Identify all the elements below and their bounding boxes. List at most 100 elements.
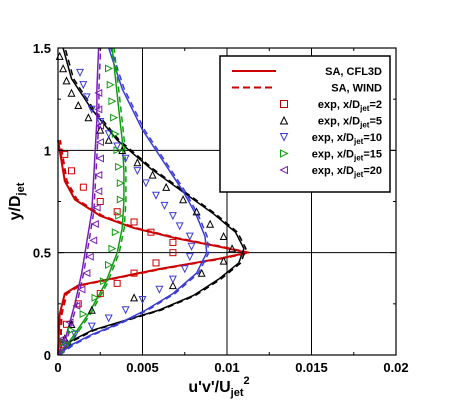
data-point-station-5 — [133, 158, 142, 167]
legend-label-sub: jet — [353, 154, 364, 163]
data-point-station-20 — [90, 219, 99, 229]
legend-label-main: SA, CFL3D — [325, 66, 382, 78]
data-point-station-20 — [77, 285, 86, 294]
x-axis-label-sup: 2 — [244, 375, 250, 387]
curve-cfl3d-station-20 — [57, 47, 100, 356]
data-point-station-20 — [94, 187, 103, 196]
data-point-station-10 — [121, 154, 130, 163]
data-point-station-2 — [68, 167, 76, 175]
data-point-station-20 — [95, 121, 104, 130]
data-point-station-15 — [105, 260, 114, 269]
legend-label-tail: =10 — [363, 132, 382, 144]
data-point-station-5 — [228, 244, 237, 253]
legend-label-tail: =15 — [363, 149, 382, 161]
data-point-station-20 — [65, 318, 74, 327]
data-point-station-10 — [180, 265, 189, 274]
data-point-station-5 — [179, 195, 188, 204]
data-point-station-2 — [74, 300, 82, 308]
legend-label-main: exp, x/D — [312, 132, 354, 144]
data-point-station-15 — [110, 113, 119, 122]
data-point-station-15 — [108, 97, 117, 106]
curve-cfl3d-station-10 — [57, 47, 208, 356]
x-axis-label-sub: jet — [230, 387, 244, 399]
data-point-station-5 — [67, 88, 76, 97]
data-point-station-10 — [121, 306, 130, 315]
data-point-station-2 — [113, 279, 121, 287]
data-point-station-2 — [152, 259, 160, 267]
data-point-station-20 — [94, 105, 103, 114]
data-point-station-2 — [79, 183, 87, 191]
curve-wind-station-2 — [59, 139, 250, 356]
data-point-station-5 — [96, 125, 105, 134]
y-tick-label: 1.5 — [33, 41, 51, 56]
data-point-station-20 — [95, 138, 104, 147]
data-point-station-20 — [82, 269, 91, 278]
curve-wind-station-20 — [59, 47, 102, 356]
x-axis-label: u'v'/Ujet2 — [188, 375, 249, 399]
legend-label: exp, x/Djet=15 — [312, 149, 382, 163]
data-point-station-15 — [91, 293, 100, 302]
y-axis-label-main: y/D — [7, 195, 24, 220]
data-point-station-15 — [113, 146, 122, 155]
data-point-station-10 — [104, 314, 113, 323]
data-point-station-5 — [62, 76, 71, 85]
x-axis-label-main: u'v'/U — [188, 379, 230, 396]
data-point-station-15 — [79, 310, 88, 319]
data-point-station-10 — [185, 253, 194, 262]
data-point-station-5 — [130, 293, 139, 302]
axis-ticks: 0 0.005 0.01 0.015 0.02 0 0.5 1 1.5 — [33, 41, 409, 375]
data-point-station-10 — [75, 68, 85, 77]
data-point-station-10 — [160, 201, 169, 210]
data-point-station-10 — [104, 130, 113, 139]
legend-label-tail: =5 — [369, 116, 382, 128]
data-point-station-10 — [168, 212, 177, 221]
y-axis-label-sub: jet — [15, 182, 27, 196]
y-tick-label: 0 — [44, 348, 51, 363]
data-point-station-2 — [169, 249, 177, 257]
data-point-station-20 — [92, 203, 101, 212]
data-point-station-5 — [192, 207, 201, 216]
data-point-station-5 — [59, 64, 68, 73]
data-point-station-15 — [67, 326, 76, 335]
legend-label-main: SA, WIND — [331, 83, 382, 95]
data-point-station-15 — [105, 64, 114, 73]
data-point-station-5 — [84, 113, 93, 122]
data-point-station-10 — [87, 105, 96, 114]
data-point-station-2 — [130, 269, 138, 277]
data-point-station-15 — [111, 129, 120, 139]
data-point-station-20 — [94, 88, 103, 98]
data-point-station-20 — [89, 236, 98, 245]
curve-wind-station-10 — [59, 47, 210, 356]
x-tick-label: 0 — [54, 360, 61, 375]
data-point-station-20 — [94, 170, 103, 179]
legend-marker-swatch — [279, 165, 288, 175]
x-tick-label: 0.005 — [126, 360, 159, 375]
legend-label: exp, x/Djet=20 — [312, 165, 382, 179]
data-point-station-10 — [185, 232, 194, 241]
data-point-station-5 — [197, 268, 206, 277]
data-point-station-5 — [74, 100, 83, 109]
data-point-station-5 — [162, 182, 171, 191]
data-point-station-2 — [61, 150, 69, 158]
legend-label: exp, x/Djet=5 — [318, 116, 382, 130]
data-point-station-20 — [58, 334, 67, 343]
x-tick-label: 0.02 — [383, 360, 408, 375]
data-point-station-5 — [104, 135, 113, 144]
data-point-station-2 — [147, 228, 155, 236]
data-point-station-15 — [99, 277, 108, 286]
data-point-station-15 — [115, 211, 124, 220]
data-point-station-5 — [219, 231, 228, 240]
data-point-station-15 — [108, 244, 117, 253]
legend-label: SA, CFL3D — [325, 66, 382, 78]
legend-label-tail: =20 — [363, 165, 382, 177]
model-curves — [57, 47, 250, 356]
data-point-station-2 — [130, 218, 138, 226]
data-point-station-10 — [82, 93, 91, 102]
data-point-station-10 — [175, 222, 184, 231]
data-point-station-2 — [169, 238, 177, 246]
data-point-station-10 — [138, 296, 147, 305]
data-point-station-10 — [141, 179, 150, 188]
legend-label-sub: jet — [359, 104, 370, 113]
data-point-station-5 — [148, 170, 157, 179]
